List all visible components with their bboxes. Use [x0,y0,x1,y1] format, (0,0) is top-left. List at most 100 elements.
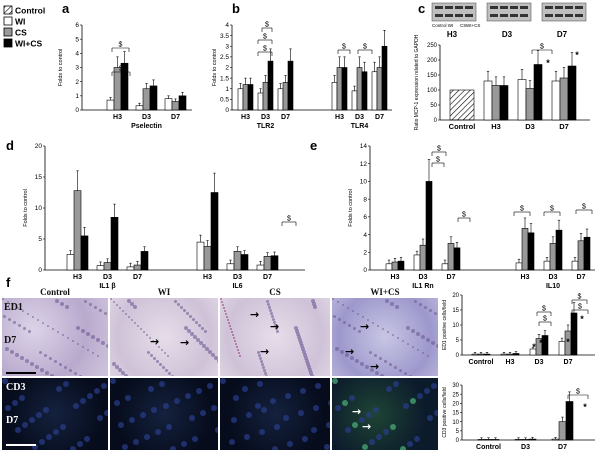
chart-f1: 0 5 10 15 20 ED1 positive cells/field Control H… [442,293,595,366]
bar-wi [106,99,115,111]
cell-nucleus [298,410,304,416]
bar-cs [171,101,180,111]
cell-nucleus [129,417,135,423]
sig-marker: $ [119,66,123,73]
bar-wi-cs [210,192,219,271]
cell-nucleus [400,446,406,450]
cell-nucleus [417,393,423,399]
cell-nucleus [257,351,260,354]
bar-wi [96,265,105,271]
blot-band [555,14,563,17]
cell-nucleus [307,365,311,369]
arrow-marker: → [352,405,362,418]
cell-nucleus [414,300,417,303]
bar-wi [226,263,235,271]
legend-label: Control [15,6,45,16]
cell-nucleus [232,334,234,336]
category-label: D3 [525,122,535,131]
cell-nucleus [5,405,11,411]
cell-nucleus [365,365,369,369]
cell-nucleus [352,310,354,312]
cell-nucleus [56,386,62,392]
blot-d7 [541,2,587,22]
cell-nucleus [62,334,64,336]
cell-nucleus [399,369,402,372]
chart-d: 0 5 10 15 20 Folds to control H3 D3 D7 IL1 β H3 D3 D… [23,143,305,290]
category-label: Control [469,359,494,366]
cell-nucleus [63,381,69,387]
cell-nucleus [303,353,307,357]
cell-nucleus [347,307,349,309]
category-label: Control [449,122,476,131]
sig-marker: $ [582,204,586,211]
category-label: H3 [113,114,122,121]
cell-nucleus [125,395,131,401]
bar-wi [483,80,493,121]
cell-nucleus [77,441,83,447]
cell-nucleus [332,378,338,384]
cell-nucleus [350,356,354,360]
cell-nucleus [335,405,341,411]
bar-control [449,89,475,121]
category-label: D3 [549,274,558,281]
cell-nucleus [235,343,237,345]
cell-nucleus [373,407,379,413]
cell-nucleus [369,351,372,354]
bar-wi-cs [499,85,509,121]
cell-nucleus [3,315,6,318]
cell-nucleus [313,405,319,411]
cell-nucleus [159,381,165,387]
cell-nucleus [86,332,90,336]
cell-nucleus [170,446,176,450]
y-tick-label: 10 [35,205,43,212]
cell-nucleus [121,371,125,375]
cell-nucleus [313,305,317,309]
y-tick-label: 3 [75,65,79,72]
y-tick-label: 2 [75,79,79,86]
cell-nucleus [46,434,52,440]
cell-nucleus [392,334,394,336]
sig-marker: $ [436,157,440,164]
cell-nucleus [229,325,231,327]
cell-nucleus [28,330,31,333]
bar-wi [164,98,173,111]
blot-h3 [431,2,477,22]
cell-nucleus [355,359,359,363]
bar-cs [491,85,501,121]
cell-nucleus [434,410,438,416]
cell-nucleus [23,327,26,330]
cell-nucleus [229,439,235,445]
cell-nucleus [311,427,317,433]
cell-nucleus [427,415,433,421]
star-marker: * [546,58,550,68]
cell-nucleus [119,307,121,309]
cell-nucleus [407,441,413,447]
cell-nucleus [74,372,77,375]
bar-wi-cs [361,71,368,111]
cell-nucleus [422,352,424,354]
cell-nucleus [424,388,430,394]
cell-nucleus [255,403,261,409]
cell-nucleus [37,319,39,321]
bar-wi-cs [483,353,491,356]
bar-cs [419,244,427,271]
cell-nucleus [231,417,237,423]
cell-nucleus [296,332,300,336]
cell-nucleus [76,326,80,330]
bar-cs [506,353,514,356]
category-label: H3 [203,274,212,281]
cell-nucleus [131,319,133,321]
cell-nucleus [73,403,79,409]
blot-band [455,6,463,9]
bar-cs [376,67,383,111]
category-label: D7 [281,114,290,121]
cell-nucleus [114,400,120,406]
arrow-marker: → [250,308,260,321]
blot-band [445,14,453,17]
cell-nucleus [15,353,19,357]
y-tick-label: 15 [452,308,459,314]
cell-nucleus [43,407,49,413]
cell-nucleus [261,407,267,413]
micrograph-cd3-control [2,378,108,450]
bar-wi [331,82,338,111]
